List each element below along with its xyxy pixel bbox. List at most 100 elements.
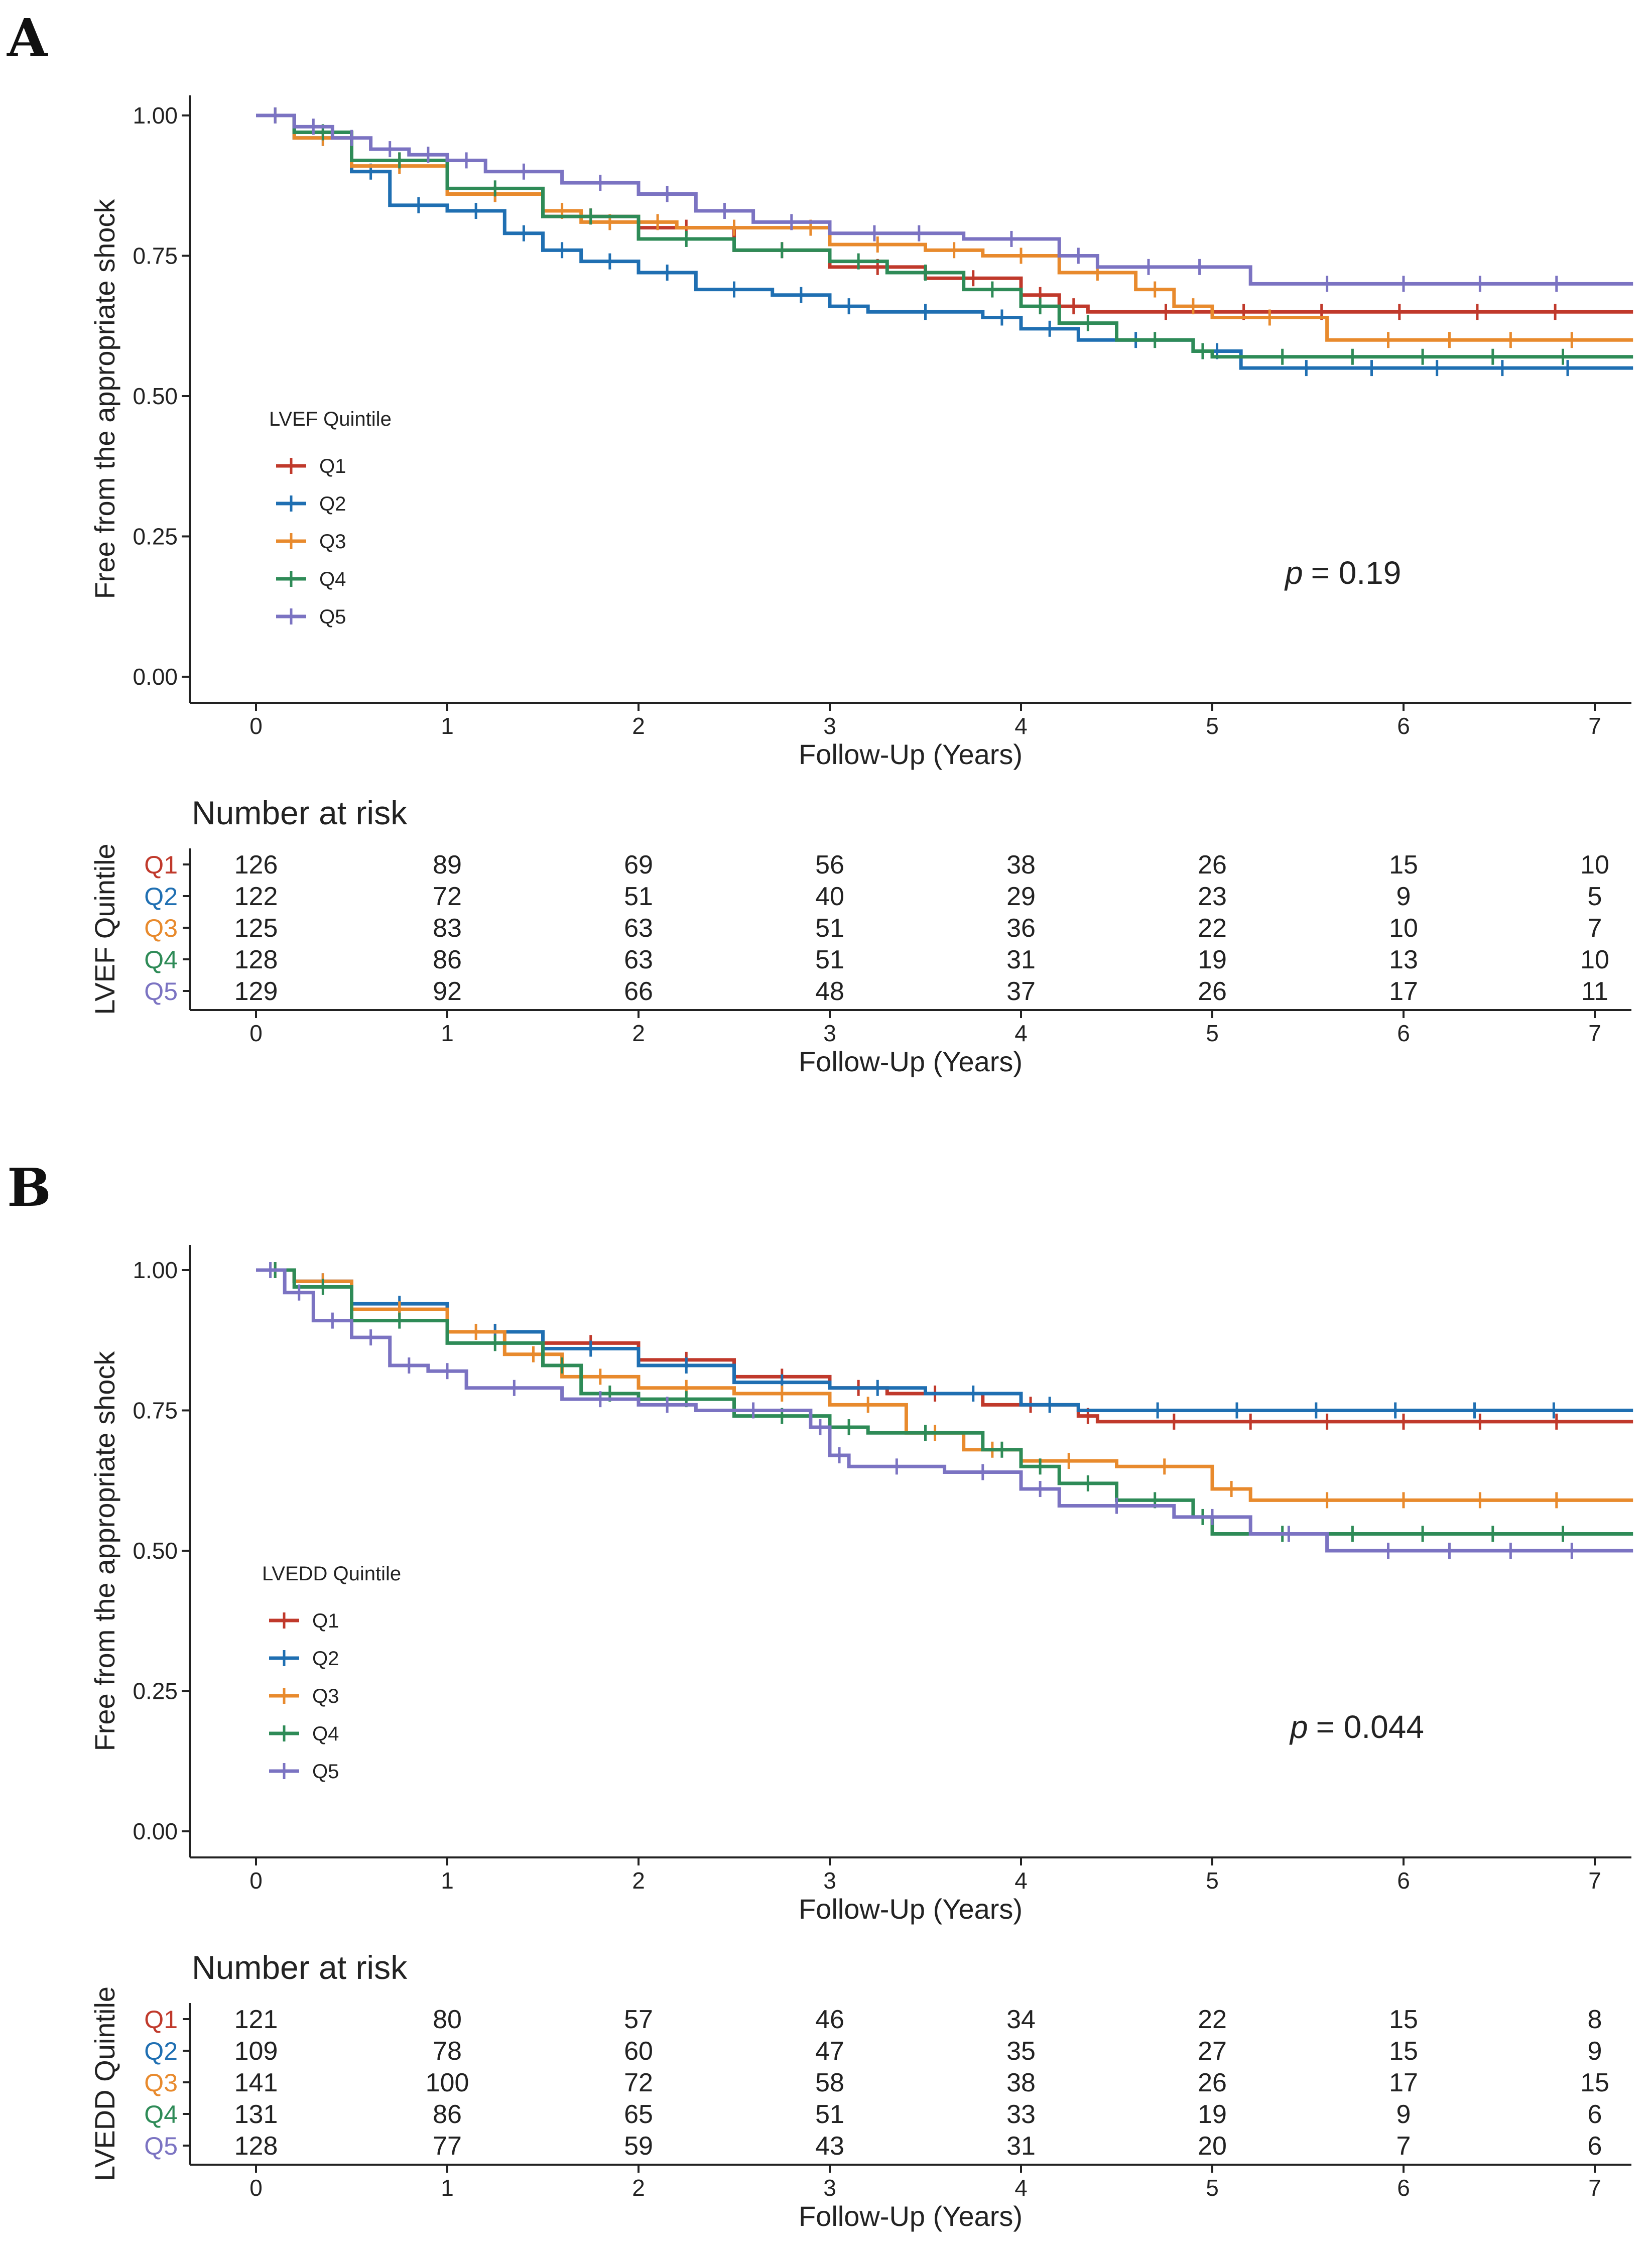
risk-value: 131 [234,2100,278,2129]
x-tick-label: 5 [1206,713,1219,739]
km-curve-q1 [256,1268,1633,1424]
y-tick-label: 0.00 [133,1818,178,1844]
x-tick-label: 4 [1014,713,1028,739]
y-tick-label: 0.00 [133,664,178,690]
y-tick-label: 1.00 [133,1257,178,1283]
risk-value: 63 [624,945,653,974]
x-tick-label: 2 [632,713,645,739]
risk-value: 5 [1588,882,1602,911]
legend-label-q5: Q5 [319,606,346,628]
risk-value: 6 [1588,2132,1602,2161]
risk-value: 15 [1389,2037,1418,2066]
risk-value: 126 [234,850,278,880]
y-tick-label: 0.75 [133,1398,178,1424]
risk-value: 15 [1389,2005,1418,2034]
risk-value: 56 [815,850,844,880]
risk-value: 19 [1198,945,1227,974]
y-tick-label: 0.50 [133,383,178,409]
risk-value: 40 [815,882,844,911]
risk-x-tick-label: 6 [1397,2175,1410,2201]
p-value: = 0.044 [1316,1709,1424,1745]
risk-x-tick-label: 7 [1588,1020,1601,1046]
risk-value: 22 [1198,2005,1227,2034]
risk-value: 128 [234,2132,278,2161]
risk-value: 69 [624,850,653,880]
panel-label-b: B [7,1157,51,1218]
risk-value: 36 [1006,914,1036,943]
risk-value: 65 [624,2100,653,2129]
risk-x-tick-label: 4 [1014,1020,1028,1046]
risk-value: 43 [815,2132,844,2161]
risk-value: 86 [433,2100,462,2129]
risk-value: 17 [1389,977,1418,1006]
risk-value: 66 [624,977,653,1006]
risk-value: 22 [1198,914,1227,943]
y-tick-label: 0.25 [133,524,178,550]
legend-title: LVEF Quintile [269,408,392,430]
km-curve-q2 [256,113,1633,370]
risk-y-axis-title: LVEF Quintile [89,843,120,1015]
km-curve-q5 [256,113,1633,286]
risk-value: 19 [1198,2100,1227,2129]
risk-value: 60 [624,2037,653,2066]
risk-value: 17 [1389,2068,1418,2097]
legend-title: LVEDD Quintile [262,1563,401,1585]
risk-row-label-q4: Q4 [144,946,178,974]
risk-row-label-q3: Q3 [144,2069,178,2097]
risk-value: 10 [1580,850,1609,880]
p-symbol: p [1289,1709,1308,1745]
risk-value: 7 [1588,914,1602,943]
risk-row-label-q2: Q2 [144,883,178,911]
risk-value: 100 [426,2068,469,2097]
risk-row-label-q1: Q1 [144,2006,178,2034]
risk-value: 31 [1006,945,1036,974]
risk-value: 8 [1588,2005,1602,2034]
risk-value: 48 [815,977,844,1006]
x-tick-label: 6 [1397,1867,1410,1894]
panel-a-survival-chart: 0.00 0.25 0.50 0.75 1.00 0 1 2 3 4 5 6 7 Follow-Up (Y… [89,95,1633,770]
risk-value: 9 [1396,882,1411,911]
p-symbol: p [1284,555,1303,591]
risk-value: 10 [1389,914,1418,943]
risk-value: 72 [433,882,462,911]
x-tick-label: 3 [823,713,836,739]
risk-value: 27 [1198,2037,1227,2066]
risk-value: 34 [1006,2005,1036,2034]
y-tick-label: 0.25 [133,1678,178,1704]
y-axis-title: Free from the appropriate shock [89,1351,120,1752]
risk-value: 51 [624,882,653,911]
x-tick-label: 3 [823,1867,836,1894]
x-tick-label: 4 [1014,1867,1028,1894]
risk-value: 26 [1198,850,1227,880]
panel-label-a: A [7,7,48,69]
km-curve-q2 [256,1268,1633,1412]
risk-value: 38 [1006,850,1036,880]
x-tick-label: 0 [249,1867,263,1894]
risk-value: 7 [1396,2132,1411,2161]
risk-x-tick-label: 5 [1206,1020,1219,1046]
x-tick-label: 7 [1588,713,1601,739]
x-axis-title: Follow-Up (Years) [799,1893,1023,1925]
risk-row-label-q5: Q5 [144,2132,178,2160]
risk-value: 83 [433,914,462,943]
risk-value: 13 [1389,945,1418,974]
risk-value: 33 [1006,2100,1036,2129]
x-tick-label: 1 [441,713,454,739]
risk-value: 51 [815,914,844,943]
y-tick-label: 1.00 [133,102,178,129]
risk-value: 29 [1006,882,1036,911]
legend-label-q5: Q5 [312,1761,339,1783]
risk-value: 47 [815,2037,844,2066]
risk-value: 59 [624,2132,653,2161]
risk-row-label-q4: Q4 [144,2100,178,2129]
y-tick-label: 0.75 [133,243,178,269]
risk-x-tick-label: 2 [632,2175,645,2201]
x-tick-label: 6 [1397,713,1410,739]
risk-value: 72 [624,2068,653,2097]
risk-x-tick-label: 1 [441,1020,454,1046]
legend-label-q4: Q4 [312,1723,339,1745]
p-value-annotation: p = 0.19 [1284,555,1401,591]
risk-value: 23 [1198,882,1227,911]
legend-label-q1: Q1 [319,455,346,477]
